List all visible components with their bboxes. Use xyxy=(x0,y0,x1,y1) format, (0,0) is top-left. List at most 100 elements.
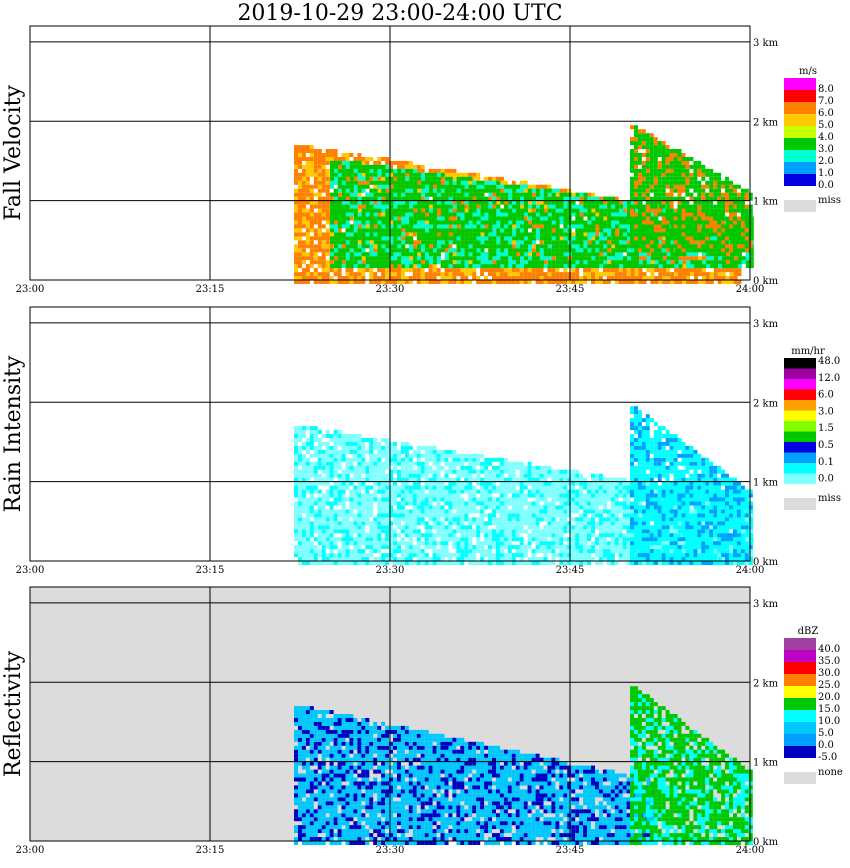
echo-cell xyxy=(377,276,382,280)
echo-cell xyxy=(729,272,734,277)
echo-cell xyxy=(345,220,350,225)
echo-cell xyxy=(523,268,528,273)
echo-cell xyxy=(705,212,710,217)
echo-cell xyxy=(701,256,706,261)
echo-cell xyxy=(571,204,576,209)
echo-cell xyxy=(532,256,536,261)
echo-cell xyxy=(623,224,627,229)
echo-cell xyxy=(619,212,624,217)
echo-cell xyxy=(677,204,682,209)
echo-cell xyxy=(321,200,326,205)
echo-cell xyxy=(321,236,326,241)
echo-cell xyxy=(301,220,306,225)
echo-cell xyxy=(520,212,525,217)
echo-cell xyxy=(294,188,298,193)
echo-cell xyxy=(349,260,354,265)
echo-cell xyxy=(673,176,678,181)
echo-cell xyxy=(528,244,532,249)
echo-cell xyxy=(681,204,686,209)
echo-cell xyxy=(464,268,469,273)
echo-cell xyxy=(429,184,433,189)
echo-cell xyxy=(369,220,374,225)
echo-cell xyxy=(555,268,560,273)
echo-cell xyxy=(662,272,667,277)
echo-cell xyxy=(694,280,698,284)
echo-cell xyxy=(448,192,453,197)
echo-cell xyxy=(417,228,422,233)
echo-cell xyxy=(637,145,642,150)
echo-cell xyxy=(670,280,675,284)
echo-cell xyxy=(373,216,378,221)
echo-cell xyxy=(516,208,521,213)
echo-cell xyxy=(404,232,409,237)
echo-cell xyxy=(365,164,370,169)
echo-cell xyxy=(571,260,576,265)
echo-cell xyxy=(464,172,469,177)
echo-cell xyxy=(321,224,326,229)
echo-cell xyxy=(591,192,595,197)
echo-cell xyxy=(690,268,694,273)
echo-cell xyxy=(649,248,654,253)
echo-cell xyxy=(357,268,362,273)
echo-cell xyxy=(610,272,615,277)
echo-cell xyxy=(642,256,647,261)
echo-cell xyxy=(337,164,342,169)
echo-cell xyxy=(345,236,350,241)
echo-cell xyxy=(381,208,386,213)
echo-cell xyxy=(634,168,638,173)
echo-cell xyxy=(440,192,445,197)
echo-cell xyxy=(432,264,437,269)
echo-cell xyxy=(575,244,580,249)
echo-cell xyxy=(325,180,330,185)
echo-cell xyxy=(645,172,650,177)
echo-cell xyxy=(614,196,619,201)
echo-cell xyxy=(645,240,650,245)
echo-cell xyxy=(614,232,619,237)
echo-cell xyxy=(669,204,674,209)
echo-cell xyxy=(634,192,638,197)
echo-cell xyxy=(737,256,742,261)
echo-cell xyxy=(677,164,682,169)
echo-cell xyxy=(345,244,350,249)
echo-cell xyxy=(539,268,544,273)
echo-cell xyxy=(641,192,646,197)
echo-cell xyxy=(611,208,616,213)
echo-cell xyxy=(504,188,509,193)
echo-cell xyxy=(539,260,544,265)
echo-cell xyxy=(547,256,552,261)
echo-cell xyxy=(456,252,461,257)
echo-cell xyxy=(305,228,310,233)
echo-cell xyxy=(301,244,306,249)
echo-cell xyxy=(603,224,608,229)
echo-cell xyxy=(623,216,627,221)
echo-cell xyxy=(677,192,682,197)
echo-cell xyxy=(385,196,390,201)
echo-cell xyxy=(460,192,465,197)
echo-cell xyxy=(381,276,386,280)
echo-cell xyxy=(555,188,560,193)
echo-cell xyxy=(325,168,330,173)
echo-cell xyxy=(420,260,425,265)
echo-cell xyxy=(611,224,616,229)
echo-cell xyxy=(543,208,548,213)
echo-cell xyxy=(334,208,338,213)
echo-cell xyxy=(630,228,634,233)
echo-cell xyxy=(587,268,591,273)
echo-cell xyxy=(456,172,461,177)
echo-cell xyxy=(551,208,556,213)
echo-cell xyxy=(305,232,310,237)
echo-cell xyxy=(669,196,674,201)
echo-cell xyxy=(539,256,544,261)
echo-cell xyxy=(649,141,654,146)
echo-cell xyxy=(516,216,521,221)
echo-cell xyxy=(313,153,318,157)
echo-cell xyxy=(627,232,631,237)
echo-cell xyxy=(535,216,540,221)
echo-cell xyxy=(733,252,738,257)
echo-cell xyxy=(409,212,414,217)
echo-cell xyxy=(321,256,326,261)
echo-cell xyxy=(665,164,670,169)
echo-cell xyxy=(409,252,414,257)
echo-cell xyxy=(417,192,422,197)
echo-cell xyxy=(535,272,540,277)
